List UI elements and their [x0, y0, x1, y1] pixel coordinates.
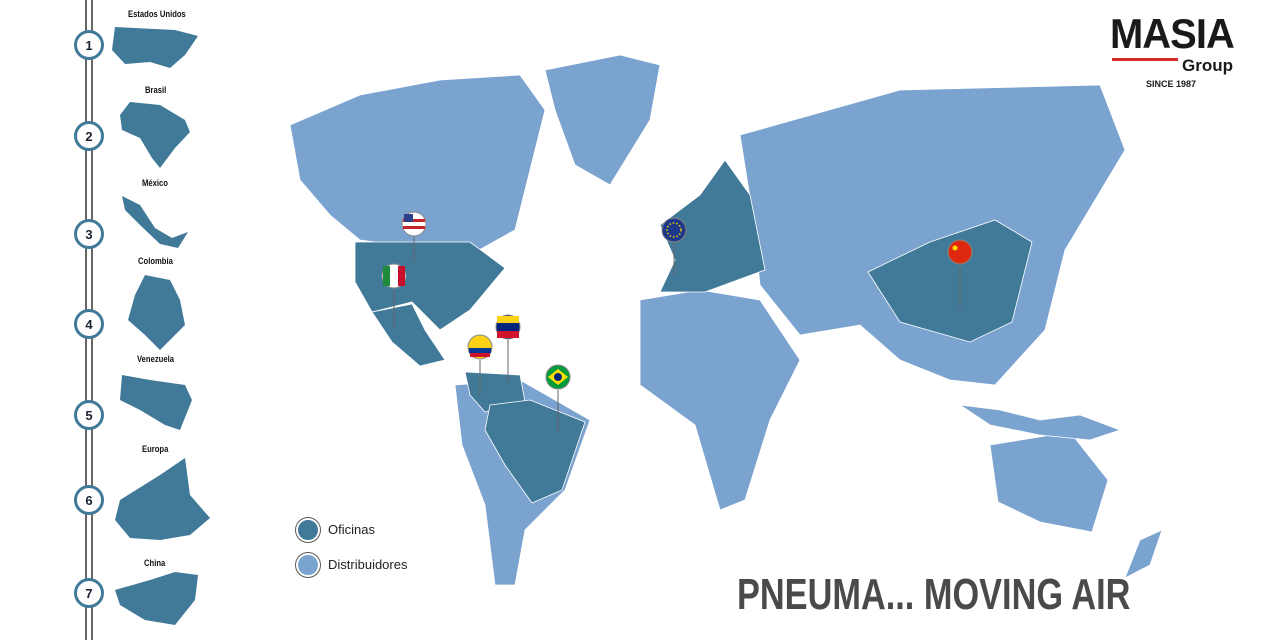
slogan: PNEUMA... MOVING AIR: [737, 570, 1131, 619]
new-zealand-region: [1124, 529, 1163, 579]
legend-offices: Oficinas: [296, 518, 375, 542]
brazil-silhouette: [120, 102, 190, 168]
step-2: 2: [74, 121, 104, 151]
country-label: China: [144, 558, 166, 568]
indonesia-region: [959, 404, 1122, 441]
legend-distributors-label: Distribuidores: [328, 557, 408, 572]
logo-since: SINCE 1987: [1146, 79, 1197, 89]
colombia-pin: [467, 334, 493, 395]
asia-region: [739, 84, 1126, 386]
logo-group: Group: [1182, 56, 1233, 75]
china-region: [867, 219, 1033, 343]
mexico-pin: [381, 263, 407, 328]
step-3: 3: [74, 219, 104, 249]
logo-red-bar: [1112, 58, 1178, 61]
eu-pin: [661, 217, 687, 275]
country-label: México: [142, 178, 168, 188]
legend-offices-label: Oficinas: [328, 522, 375, 537]
africa-region: [639, 289, 801, 511]
usa-pin: [401, 211, 427, 262]
mexico-silhouette: [122, 196, 188, 248]
country-label: Estados Unidos: [128, 9, 186, 19]
masia-logo: MASIA Group SINCE 1987: [1110, 10, 1250, 94]
greenland-region: [544, 54, 661, 186]
europe-silhouette: [115, 458, 210, 540]
legend-distributors: Distribuidores: [296, 553, 407, 577]
brazil-region: [484, 399, 586, 504]
country-label: Venezuela: [137, 354, 175, 364]
north-america-region: [289, 74, 546, 256]
pins: [381, 211, 973, 432]
australia-region: [989, 431, 1109, 533]
venezuela-pin: [495, 314, 521, 382]
step-5: 5: [74, 400, 104, 430]
venezuela-silhouette: [120, 375, 192, 430]
country-label: Europa: [142, 444, 169, 454]
china-pin: [947, 239, 973, 308]
country-label: Brasil: [145, 85, 167, 95]
country-label: Colombia: [138, 256, 173, 266]
step-1: 1: [74, 30, 104, 60]
mexico-region: [371, 303, 446, 367]
step-4: 4: [74, 309, 104, 339]
distributors-swatch: [296, 553, 320, 577]
step-7: 7: [74, 578, 104, 608]
usa-silhouette: [112, 27, 198, 68]
offices-swatch: [296, 518, 320, 542]
step-6: 6: [74, 485, 104, 515]
brazil-pin: [545, 364, 571, 432]
colombia-silhouette: [128, 275, 185, 350]
europe-region: [659, 159, 766, 293]
china-silhouette: [115, 572, 198, 625]
logo-name: MASIA: [1110, 10, 1235, 57]
